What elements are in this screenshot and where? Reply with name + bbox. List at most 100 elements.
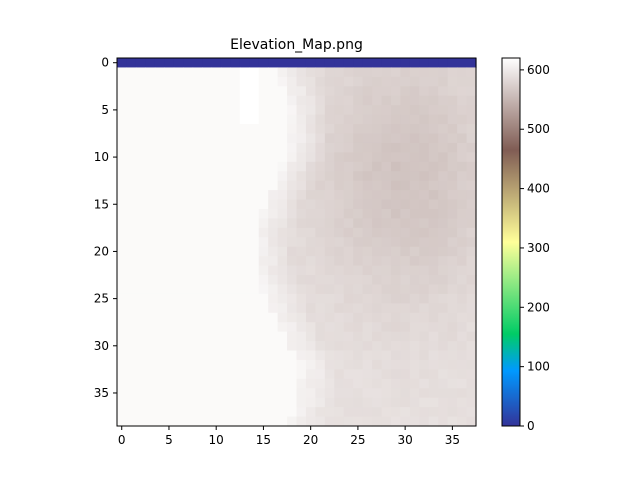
heatmap-cell — [343, 284, 354, 295]
heatmap-cell — [343, 416, 354, 427]
heatmap-cell — [334, 237, 345, 248]
heatmap-cell — [438, 76, 449, 87]
heatmap-cell — [230, 256, 241, 267]
heatmap-cell — [353, 237, 364, 248]
heatmap-cell — [230, 388, 241, 399]
heatmap-cell — [220, 58, 231, 69]
heatmap-cell — [268, 265, 279, 276]
heatmap-cell — [220, 86, 231, 97]
heatmap-cell — [457, 105, 468, 116]
heatmap-cell — [117, 67, 128, 78]
heatmap-cell — [305, 369, 316, 380]
heatmap-cell — [126, 416, 137, 427]
heatmap-cell — [230, 218, 241, 229]
heatmap-cell — [400, 124, 411, 135]
heatmap-cell — [315, 265, 326, 276]
heatmap-cell — [438, 416, 449, 427]
heatmap-cell — [457, 416, 468, 427]
heatmap-cell — [135, 171, 146, 182]
heatmap-cell — [400, 58, 411, 69]
heatmap-cell — [447, 246, 458, 257]
heatmap-cell — [362, 208, 373, 220]
heatmap-cell — [211, 95, 222, 106]
heatmap-cell — [381, 284, 392, 295]
heatmap-cell — [173, 388, 184, 399]
heatmap-cell — [372, 95, 383, 106]
heatmap-cell — [428, 416, 439, 427]
heatmap — [117, 58, 477, 427]
heatmap-cell — [343, 397, 354, 408]
heatmap-cell — [438, 142, 449, 153]
heatmap-cell — [372, 237, 383, 248]
heatmap-cell — [277, 76, 288, 87]
heatmap-cell — [164, 378, 175, 389]
heatmap-cell — [268, 58, 279, 69]
heatmap-cell — [428, 208, 439, 220]
heatmap-cell — [258, 369, 269, 380]
heatmap-cell — [466, 378, 477, 389]
heatmap-cell — [343, 180, 354, 191]
heatmap-cell — [164, 199, 175, 210]
heatmap-cell — [343, 86, 354, 97]
heatmap-cell — [372, 218, 383, 229]
heatmap-cell — [287, 190, 298, 201]
heatmap-cell — [145, 407, 156, 418]
heatmap-cell — [438, 388, 449, 399]
heatmap-cell — [381, 161, 392, 172]
heatmap-cell — [230, 114, 241, 125]
heatmap-cell — [154, 190, 165, 201]
heatmap-cell — [372, 67, 383, 78]
heatmap-cell — [447, 331, 458, 342]
plot-frame — [116, 57, 477, 427]
heatmap-cell — [381, 86, 392, 97]
heatmap-cell — [183, 161, 194, 172]
heatmap-cell — [334, 350, 345, 361]
heatmap-cell — [287, 105, 298, 116]
heatmap-cell — [287, 303, 298, 314]
heatmap-cell — [117, 350, 128, 361]
heatmap-cell — [192, 275, 203, 286]
heatmap-cell — [202, 180, 213, 191]
heatmap-cell — [145, 208, 156, 220]
heatmap-cell — [296, 293, 307, 304]
heatmap-cell — [419, 331, 430, 342]
heatmap-cell — [211, 303, 222, 314]
heatmap-cell — [315, 142, 326, 153]
heatmap-cell — [296, 416, 307, 427]
heatmap-cell — [183, 208, 194, 220]
x-tick-label: 20 — [303, 433, 318, 447]
heatmap-cell — [315, 359, 326, 370]
heatmap-cell — [466, 152, 477, 163]
heatmap-cell — [220, 237, 231, 248]
heatmap-cell — [296, 114, 307, 125]
heatmap-cell — [258, 359, 269, 370]
heatmap-cell — [372, 246, 383, 257]
heatmap-cell — [135, 416, 146, 427]
heatmap-cell — [466, 86, 477, 97]
heatmap-cell — [192, 350, 203, 361]
heatmap-cell — [409, 246, 420, 257]
heatmap-cell — [466, 95, 477, 106]
x-tick-label: 25 — [350, 433, 365, 447]
heatmap-cell — [457, 171, 468, 182]
heatmap-cell — [466, 67, 477, 78]
heatmap-cell — [315, 208, 326, 220]
heatmap-cell — [268, 350, 279, 361]
heatmap-cell — [324, 161, 335, 172]
heatmap-cell — [296, 312, 307, 323]
heatmap-cell — [277, 416, 288, 427]
heatmap-cell — [438, 341, 449, 352]
heatmap-cell — [249, 416, 260, 427]
heatmap-cell — [390, 114, 402, 125]
heatmap-cell — [305, 378, 316, 389]
heatmap-cell — [447, 152, 458, 163]
heatmap-cell — [277, 331, 288, 342]
heatmap-cell — [183, 341, 194, 352]
heatmap-cell — [211, 218, 222, 229]
heatmap-cell — [164, 237, 175, 248]
heatmap-cell — [343, 105, 354, 116]
heatmap-cell — [220, 208, 231, 220]
heatmap-cell — [154, 199, 165, 210]
heatmap-cell — [249, 95, 260, 106]
heatmap-cell — [353, 180, 364, 191]
